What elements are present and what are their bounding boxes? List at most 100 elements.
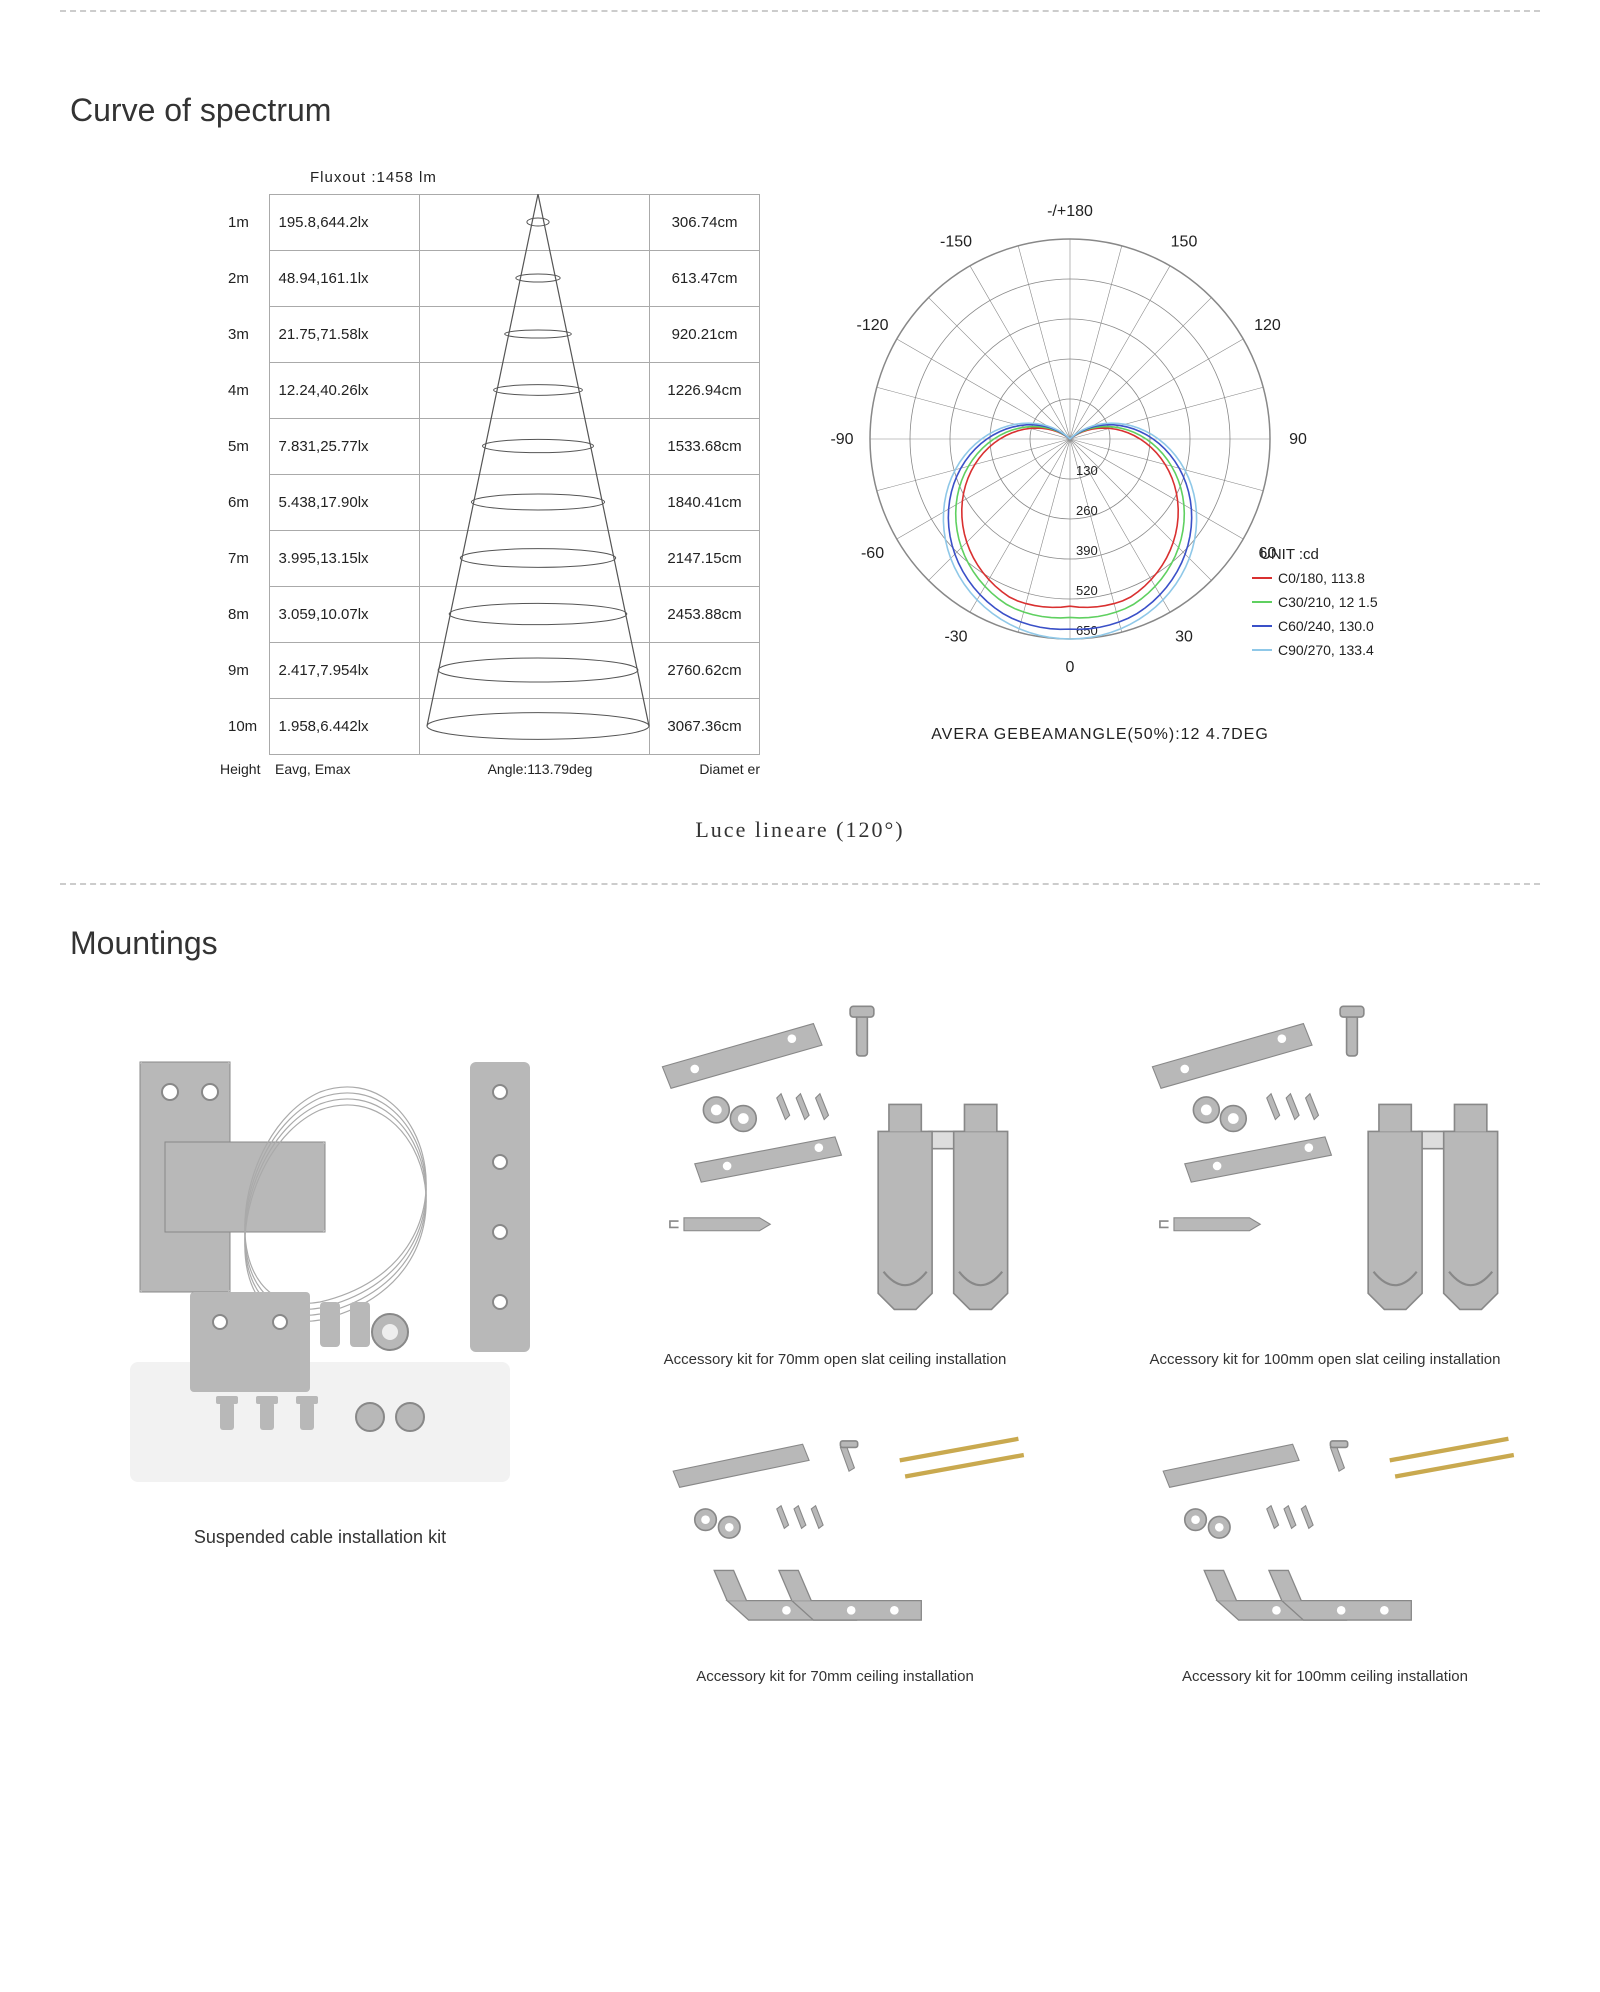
- section-divider: [60, 883, 1540, 885]
- cell-cone: [420, 307, 650, 363]
- section-divider: [60, 10, 1540, 12]
- cell-diameter: 920.21cm: [650, 307, 760, 363]
- cell-cone: [420, 531, 650, 587]
- polar-caption: AVERA GEBEAMANGLE(50%):12 4.7DEG: [820, 726, 1380, 744]
- cell-height: 6m: [220, 475, 270, 531]
- cell-height: 2m: [220, 251, 270, 307]
- spectrum-title: Curve of spectrum: [70, 92, 331, 129]
- svg-text:C0/180, 113.8: C0/180, 113.8: [1278, 570, 1365, 586]
- mounting-item-3: Accessory kit for 70mm ceiling installat…: [630, 1428, 1040, 1686]
- cell-cone: [420, 643, 650, 699]
- cell-diameter: 2760.62cm: [650, 643, 760, 699]
- svg-text:-60: -60: [861, 545, 884, 562]
- cell-eavg: 195.8,644.2lx: [270, 195, 420, 251]
- cell-diameter: 1840.41cm: [650, 475, 760, 531]
- cell-diameter: 1533.68cm: [650, 419, 760, 475]
- cell-height: 10m: [220, 699, 270, 755]
- svg-text:-150: -150: [940, 234, 972, 251]
- svg-text:-120: -120: [857, 317, 889, 334]
- mounting-item-1: Accessory kit for 70mm open slat ceiling…: [630, 1002, 1040, 1368]
- mounting-right-grid: Accessory kit for 70mm open slat ceiling…: [630, 1002, 1530, 1685]
- table-row: 7m3.995,13.15lx 2147.15cm: [220, 531, 760, 587]
- polar-diagram: -/+180-150150-120120-9090-6060-303001302…: [820, 169, 1380, 777]
- svg-text:C30/210, 12 1.5: C30/210, 12 1.5: [1278, 594, 1378, 610]
- accessory-image: [630, 1002, 1040, 1326]
- cell-eavg: 21.75,71.58lx: [270, 307, 420, 363]
- cell-cone: [420, 699, 650, 755]
- cell-height: 7m: [220, 531, 270, 587]
- cell-height: 8m: [220, 587, 270, 643]
- svg-text:0: 0: [1066, 659, 1075, 676]
- cone-table: 1m195.8,644.2lx 306.74cm 2m48.94,161.1lx 61…: [220, 194, 760, 755]
- spectrum-subtitle: Luce lineare (120°): [695, 817, 904, 843]
- cell-eavg: 1.958,6.442lx: [270, 699, 420, 755]
- cable-kit-image: [70, 1002, 570, 1502]
- cell-cone: [420, 251, 650, 307]
- svg-text:260: 260: [1076, 503, 1098, 518]
- cell-height: 4m: [220, 363, 270, 419]
- table-row: 5m7.831,25.77lx1533.68cm: [220, 419, 760, 475]
- mounting-item-2: Accessory kit for 100mm open slat ceilin…: [1120, 1002, 1530, 1368]
- svg-text:650: 650: [1076, 623, 1098, 638]
- mounting-caption-1: Accessory kit for 70mm open slat ceiling…: [630, 1351, 1040, 1368]
- cell-cone: [420, 587, 650, 643]
- svg-text:-/+180: -/+180: [1047, 203, 1093, 220]
- mountings-section: Mountings Suspended cable installation k…: [70, 925, 1530, 1685]
- mounting-item-4: Accessory kit for 100mm ceiling installa…: [1120, 1428, 1530, 1686]
- polar-svg: -/+180-150150-120120-9090-6060-303001302…: [820, 169, 1380, 709]
- svg-text:390: 390: [1076, 543, 1098, 558]
- svg-text:-90: -90: [830, 431, 853, 448]
- cell-height: 9m: [220, 643, 270, 699]
- mounting-caption-4: Accessory kit for 100mm ceiling installa…: [1120, 1668, 1530, 1685]
- cell-cone: [420, 195, 650, 251]
- mounting-left-item: Suspended cable installation kit: [70, 1002, 570, 1548]
- cell-diameter: 613.47cm: [650, 251, 760, 307]
- label-height: Height: [220, 761, 275, 777]
- cell-diameter: 2147.15cm: [650, 531, 760, 587]
- cone-diagram: Fluxout :1458 lm 1m195.8,644.2lx 306.74cm…: [220, 169, 760, 777]
- table-row: 9m2.417,7.954lx 2760.62cm: [220, 643, 760, 699]
- cell-eavg: 3.995,13.15lx: [270, 531, 420, 587]
- svg-text:520: 520: [1076, 583, 1098, 598]
- svg-text:120: 120: [1254, 317, 1281, 334]
- svg-text:130: 130: [1076, 463, 1098, 478]
- cell-diameter: 306.74cm: [650, 195, 760, 251]
- cell-height: 5m: [220, 419, 270, 475]
- cell-eavg: 12.24,40.26lx: [270, 363, 420, 419]
- table-row: 4m12.24,40.26lx 1226.94cm: [220, 363, 760, 419]
- svg-text:150: 150: [1171, 234, 1198, 251]
- mounting-caption-2: Accessory kit for 100mm open slat ceilin…: [1120, 1351, 1530, 1368]
- table-row: 1m195.8,644.2lx 306.74cm: [220, 195, 760, 251]
- mountings-title: Mountings: [70, 925, 1530, 962]
- table-row: 8m3.059,10.07lx 2453.88cm: [220, 587, 760, 643]
- cell-eavg: 5.438,17.90lx: [270, 475, 420, 531]
- table-row: 2m48.94,161.1lx 613.47cm: [220, 251, 760, 307]
- svg-text:30: 30: [1175, 628, 1193, 645]
- accessory-image: [630, 1428, 1040, 1644]
- accessory-image: [1120, 1428, 1530, 1644]
- table-row: 3m21.75,71.58lx 920.21cm: [220, 307, 760, 363]
- cell-eavg: 3.059,10.07lx: [270, 587, 420, 643]
- cell-cone: [420, 363, 650, 419]
- mounting-left-caption: Suspended cable installation kit: [70, 1527, 570, 1548]
- cell-cone: [420, 419, 650, 475]
- svg-text:C60/240, 130.0: C60/240, 130.0: [1278, 618, 1374, 634]
- cell-diameter: 1226.94cm: [650, 363, 760, 419]
- cell-eavg: 2.417,7.954lx: [270, 643, 420, 699]
- cell-height: 3m: [220, 307, 270, 363]
- accessory-image: [1120, 1002, 1530, 1326]
- label-eavg: Eavg, Emax: [275, 761, 425, 777]
- svg-text:C90/270, 133.4: C90/270, 133.4: [1278, 642, 1374, 658]
- svg-text:-30: -30: [944, 628, 967, 645]
- cell-height: 1m: [220, 195, 270, 251]
- cell-diameter: 2453.88cm: [650, 587, 760, 643]
- cone-bottom-labels: Height Eavg, Emax Angle:113.79deg Diamet…: [220, 761, 760, 777]
- spectrum-section: Curve of spectrum Fluxout :1458 lm 1m195…: [0, 52, 1600, 873]
- svg-text:90: 90: [1289, 431, 1307, 448]
- cell-cone: [420, 475, 650, 531]
- label-angle: Angle:113.79deg: [425, 761, 655, 777]
- diagrams-row: Fluxout :1458 lm 1m195.8,644.2lx 306.74cm…: [0, 169, 1600, 777]
- table-row: 10m1.958,6.442lx3067.36cm: [220, 699, 760, 755]
- fluxout-label: Fluxout :1458 lm: [310, 169, 760, 186]
- cell-eavg: 48.94,161.1lx: [270, 251, 420, 307]
